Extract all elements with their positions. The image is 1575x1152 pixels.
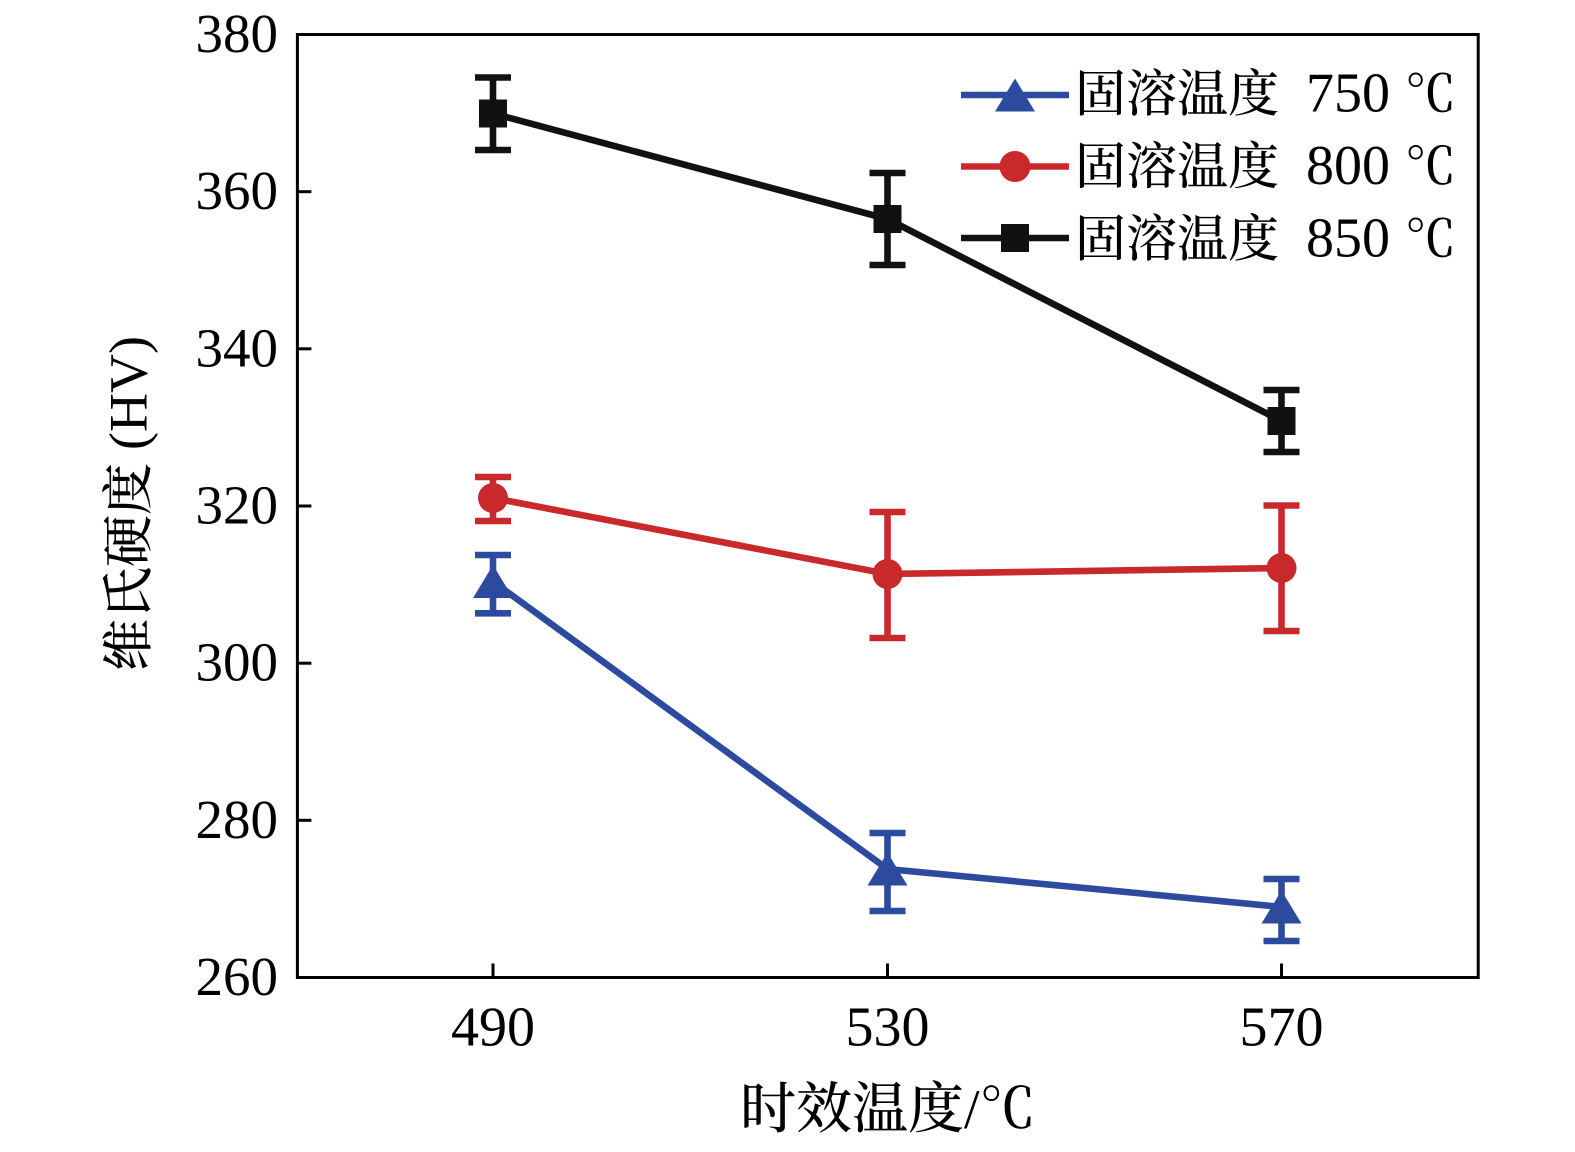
svg-text:300: 300 <box>196 632 279 693</box>
svg-text:490: 490 <box>451 997 535 1059</box>
svg-text:800: 800 <box>1306 135 1390 197</box>
svg-text:340: 340 <box>196 317 279 378</box>
svg-text:/: / <box>964 1079 980 1141</box>
svg-text:280: 280 <box>196 789 279 850</box>
svg-text:260: 260 <box>196 946 279 1007</box>
svg-text:530: 530 <box>846 997 930 1059</box>
svg-text:380: 380 <box>196 3 279 64</box>
svg-text:570: 570 <box>1240 997 1324 1059</box>
svg-text:320: 320 <box>196 474 279 535</box>
svg-text:850: 850 <box>1306 208 1390 270</box>
svg-text:360: 360 <box>196 160 279 221</box>
svg-text:750: 750 <box>1306 63 1390 125</box>
svg-text:(HV): (HV) <box>98 336 158 450</box>
